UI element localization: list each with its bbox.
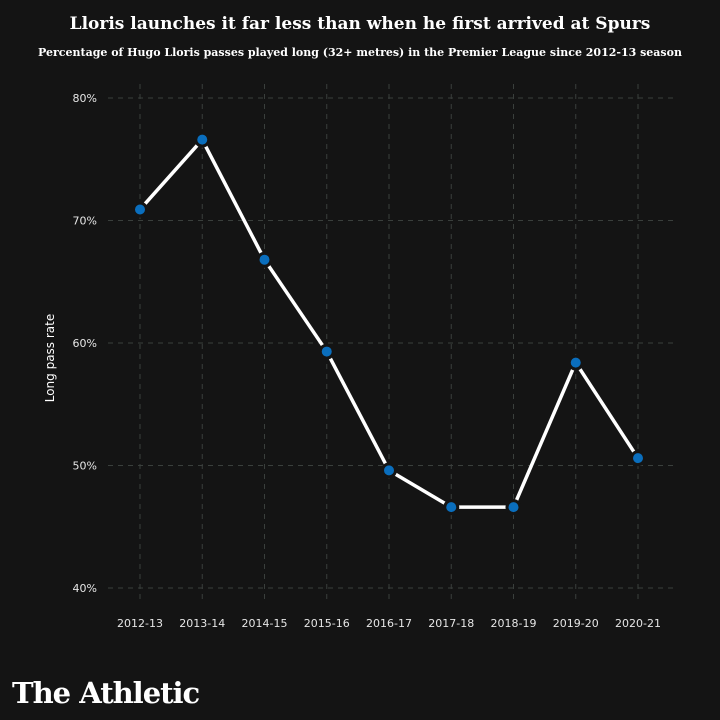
line-segment [511,361,578,508]
data-point [505,499,522,516]
y-tick-label: 70% [73,215,97,228]
data-point [194,131,211,148]
x-tick-label: 2015-16 [304,617,350,630]
chart-subtitle: Percentage of Hugo Lloris passes played … [38,46,682,59]
x-tick-label: 2013-14 [179,617,225,630]
data-point [256,251,273,268]
data-point [630,450,646,467]
x-tick-label: 2019-20 [553,617,599,630]
x-tick-label: 2018-19 [491,617,537,630]
y-tick-label: 40% [73,582,97,595]
x-tick-label: 2014-15 [242,617,288,630]
data-point [567,354,584,371]
x-tick-label: 2016-17 [366,617,412,630]
line-segment [574,361,640,460]
data-point [381,462,397,479]
line-segment [138,138,204,211]
y-tick-label: 80% [73,92,97,105]
line-segment [388,468,453,509]
x-tick-label: 2012-13 [117,617,163,630]
line-segment [200,138,267,261]
data-point [443,499,460,516]
line-segment [263,258,329,353]
line-segment [325,350,391,472]
y-tick-label: 50% [73,460,97,473]
y-tick-label: 60% [73,337,97,350]
data-point [132,201,148,218]
chart-title: Lloris launches it far less than when he… [69,14,651,34]
data-point [318,343,335,360]
x-tick-label: 2017-18 [428,617,474,630]
the-athletic-logo: The Athletic [12,676,200,710]
x-tick-label: 2020-21 [615,617,661,630]
